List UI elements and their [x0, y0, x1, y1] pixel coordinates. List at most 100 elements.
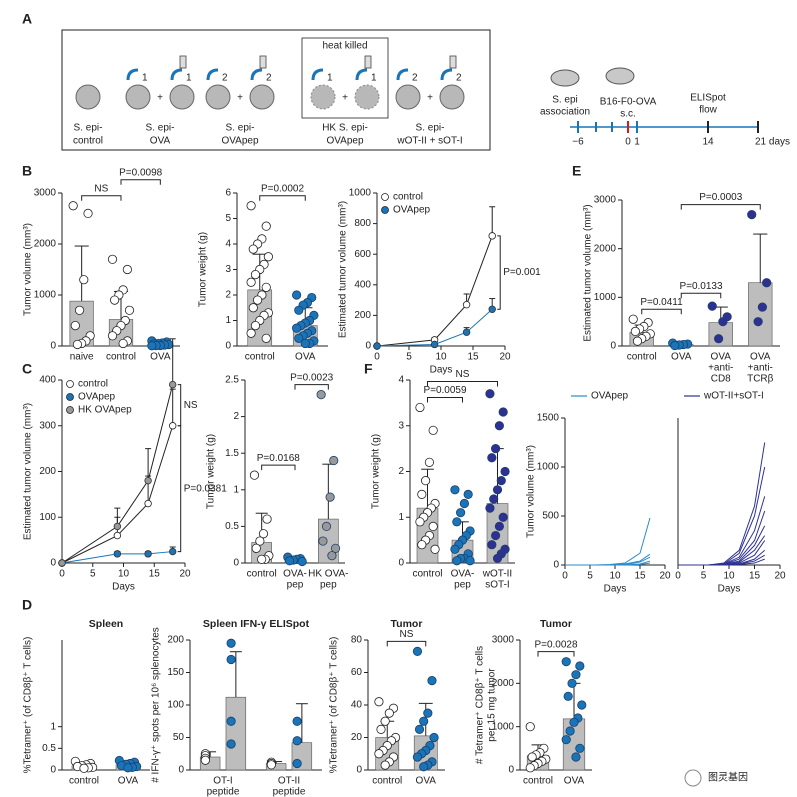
bacterium	[125, 84, 151, 110]
y-tick-label: 0	[356, 765, 362, 776]
x-tick-label: peptide	[207, 787, 240, 797]
timeline-tick-label: 0	[625, 137, 631, 148]
y-tick-label: 80	[351, 635, 363, 646]
data-point	[632, 336, 643, 346]
data-point	[487, 453, 497, 463]
data-point	[707, 301, 717, 311]
data-point	[79, 763, 89, 773]
y-tick-label: 0.5	[42, 743, 56, 754]
significance-label: P=0.0381	[184, 483, 228, 494]
y-axis-label-group: %Tetramer⁺ (of CD8β⁺ T cells)	[329, 637, 340, 774]
y-axis-label: per 15 mg tumor	[487, 668, 498, 742]
x-tick-label: 0	[562, 571, 568, 582]
y-axis-label: Tumor weight (g)	[198, 232, 209, 307]
y-tick-label: 3	[225, 264, 231, 275]
data-point	[527, 752, 537, 762]
data-point	[200, 755, 210, 765]
series-marker	[430, 340, 439, 349]
y-tick-label: 2000	[34, 239, 57, 250]
bacterium	[310, 84, 336, 110]
legend-marker	[66, 393, 74, 401]
y-tick-label: 1000	[537, 462, 560, 473]
y-axis-label: Tumor weight (g)	[206, 434, 217, 509]
series-marker	[113, 531, 122, 540]
tumor-line	[678, 525, 766, 566]
peptide-icon	[364, 55, 372, 69]
data-point	[525, 763, 535, 773]
x-tick-label: +anti-	[708, 363, 733, 374]
watermark: 图灵基因	[708, 771, 748, 784]
x-tick-label: OVA-	[451, 569, 475, 580]
y-tick-label: 200	[39, 466, 56, 477]
plasmid-arrow	[396, 68, 409, 81]
data-point	[325, 492, 335, 502]
significance-bracket	[641, 308, 682, 315]
bacterium	[439, 84, 465, 110]
group-label: S. epi-	[146, 123, 175, 134]
y-tick-label: 1	[225, 315, 231, 326]
peptide-icon	[259, 55, 267, 69]
y-axis-label: Tumor volume (mm³)	[23, 223, 34, 316]
timeline-tick-label: 21 days	[755, 137, 790, 148]
significance-label: P=0.0002	[261, 183, 305, 194]
data-point	[226, 716, 236, 726]
legend-marker	[66, 406, 74, 414]
data-point	[376, 724, 386, 734]
bacterium	[249, 84, 275, 110]
y-tick-label: 1000	[349, 188, 372, 199]
y-axis-label: Tumor weight (g)	[371, 434, 382, 509]
data-point	[569, 717, 579, 727]
plasmid-number: 1	[142, 73, 148, 84]
x-tick-label: 20	[774, 571, 786, 582]
tumor-line	[565, 517, 651, 566]
series-marker	[462, 328, 471, 336]
x-tick-label: control	[372, 776, 402, 787]
data-point	[452, 517, 462, 527]
watermark-icon	[684, 769, 702, 787]
significance-bracket	[177, 384, 182, 427]
y-tick-label: 0	[508, 765, 514, 776]
timeline-tick-label: −6	[572, 137, 584, 148]
data-point	[565, 726, 575, 736]
data-point	[70, 320, 80, 331]
y-tick-label: 20	[351, 732, 363, 743]
tumor-line	[678, 558, 765, 566]
data-point	[249, 470, 260, 480]
y-tick-label: 1500	[537, 413, 560, 424]
tumor-line	[565, 553, 651, 566]
legend-marker	[381, 206, 389, 214]
group-label: OVApep	[326, 136, 363, 147]
data-point	[492, 485, 503, 495]
data-point	[428, 425, 438, 435]
y-tick-label: 400	[354, 279, 371, 290]
x-tick-label: control	[69, 776, 99, 787]
data-point	[252, 295, 263, 305]
y-tick-label: 100	[39, 512, 56, 523]
y-tick-label: 500	[542, 511, 559, 522]
y-tick-label: 200	[354, 310, 371, 321]
series-line	[61, 384, 174, 564]
y-axis-label: Tumor volume (mm³)	[526, 445, 537, 538]
x-tick-label: 20	[179, 569, 191, 580]
data-point	[429, 732, 439, 743]
significance-label: NS	[456, 369, 470, 380]
data-point	[452, 556, 462, 566]
legend-label: control	[78, 379, 108, 390]
x-tick-label: OVA	[295, 352, 316, 363]
x-tick-label: 10	[723, 571, 735, 582]
x-tick-label: 15	[149, 569, 161, 580]
x-tick-label: 0	[675, 571, 681, 582]
x-tick-label: 5	[701, 571, 707, 582]
data-point	[261, 282, 271, 292]
data-point	[374, 697, 384, 707]
data-point	[294, 305, 304, 315]
y-axis-label-group: %Tetramer⁺ (of CD8β⁺ T cells)	[23, 637, 34, 774]
data-point	[294, 333, 304, 343]
x-tick-label: OT-I	[213, 776, 232, 787]
x-tick-label: 5	[587, 571, 593, 582]
series-marker	[488, 305, 496, 313]
data-point	[415, 517, 425, 527]
tumor-line	[565, 562, 651, 566]
data-point	[485, 389, 495, 399]
